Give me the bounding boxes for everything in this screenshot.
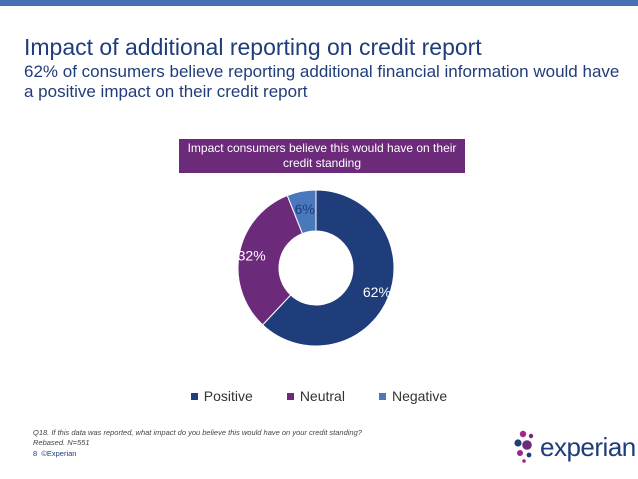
legend-item-neutral: Neutral [286, 388, 345, 404]
trademark-symbol: ™ [615, 446, 620, 452]
chart-title: Impact consumers believe this would have… [179, 139, 465, 173]
page-number: 8 [33, 449, 38, 458]
slice-neutral [237, 194, 304, 326]
page-footer: 8 ©Experian [33, 449, 76, 458]
footnote-base: Rebased. N=551 [33, 438, 90, 447]
top-accent-bar [0, 0, 638, 6]
copyright: ©Experian [41, 449, 77, 458]
footnote: Q18. If this data was reported, what imp… [33, 428, 362, 448]
legend-label-neutral: Neutral [299, 388, 345, 404]
footnote-question: Q18. If this data was reported, what imp… [33, 428, 362, 437]
page-title: Impact of additional reporting on credit… [24, 34, 482, 60]
legend-label-positive: Positive [203, 388, 253, 404]
legend-swatch-neutral [286, 392, 294, 400]
legend-item-positive: Positive [190, 388, 253, 404]
slice-positive [261, 189, 395, 347]
experian-wordmark: experian [540, 432, 636, 462]
page-subtitle: 62% of consumers believe reporting addit… [24, 62, 620, 101]
chart-legend: Positive Neutral Negative [0, 388, 638, 404]
legend-label-negative: Negative [391, 388, 448, 404]
legend-swatch-negative [378, 392, 386, 400]
experian-logo: experian ™ [512, 428, 636, 466]
legend-swatch-positive [190, 392, 198, 400]
slice-label-negative: 6% [295, 201, 315, 217]
legend-item-negative: Negative [378, 388, 448, 404]
slice-label-positive: 62% [363, 284, 391, 300]
slice-negative [286, 189, 317, 235]
experian-dots-icon [514, 430, 534, 463]
slice-label-neutral: 32% [238, 248, 266, 264]
